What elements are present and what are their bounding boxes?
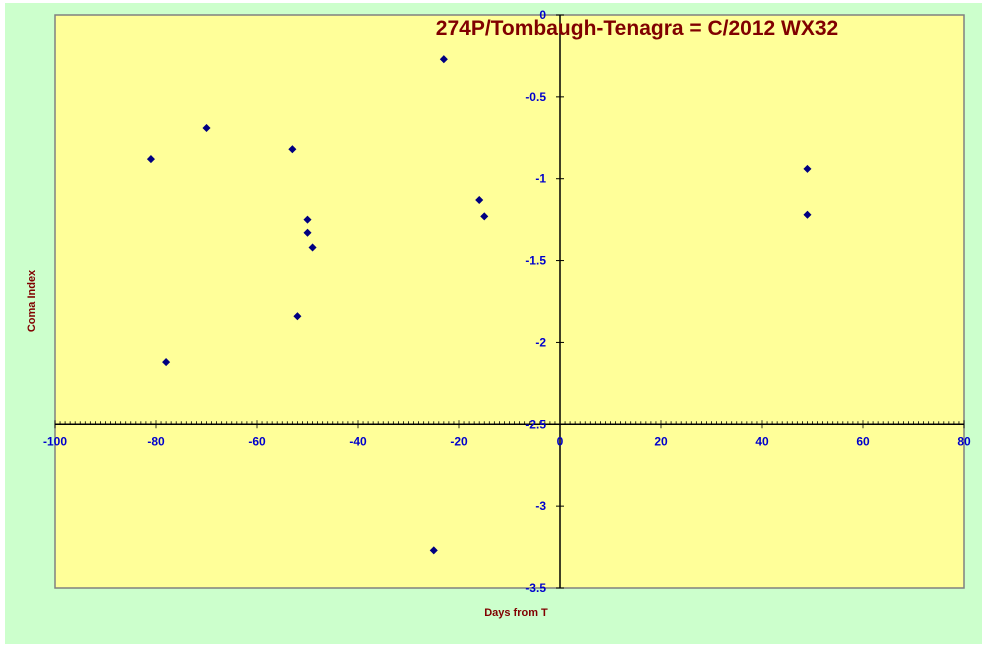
y-tick-label: -1.5 [525,254,546,268]
data-point [202,123,211,132]
y-tick-label: -3.5 [525,581,546,595]
data-points [146,55,812,555]
x-tick-label: -60 [248,434,266,448]
chart-title: 274P/Tombaugh-Tenagra = C/2012 WX32 [436,17,838,40]
chart-container: -100 -80 -60 -40 -20 0 20 40 60 80 0 -0.5 -1 -1.5 -2 -… [5,3,982,644]
data-point [146,155,155,164]
x-tick-label: -80 [147,434,165,448]
y-tick-label: -3 [535,499,546,513]
data-point [439,55,448,64]
data-point [308,243,317,252]
x-tick-label: 40 [755,434,769,448]
y-tick-label: -0.5 [525,90,546,104]
data-point [480,212,489,221]
data-point [288,145,297,154]
x-tick-label: -100 [43,434,67,448]
x-tick-label: -40 [349,434,367,448]
data-point [162,358,171,367]
data-point [293,312,302,321]
y-tick-label: -1 [535,172,546,186]
y-axis-title: Coma Index [26,269,38,332]
x-axis-title: Days from T [484,607,548,619]
x-tick-label: 60 [856,434,870,448]
y-tick-label: 0 [539,8,546,22]
y-tick-label: -2.5 [525,417,546,431]
data-point [803,164,812,173]
scatter-chart: -100 -80 -60 -40 -20 0 20 40 60 80 0 -0.5 -1 -1.5 -2 -… [5,3,982,644]
y-axis-tick-labels: 0 -0.5 -1 -1.5 -2 -2.5 -3 -3.5 [525,8,546,595]
x-tick-label: 20 [654,434,668,448]
x-tick-label: 80 [957,434,971,448]
y-tick-label: -2 [535,335,546,349]
x-axis-tick-labels: -100 -80 -60 -40 -20 0 20 40 60 80 [43,434,971,448]
data-point [303,228,312,237]
data-point [803,210,812,219]
data-point [303,215,312,224]
plot-area [54,14,965,589]
x-tick-label: 0 [557,434,564,448]
x-tick-label: -20 [450,434,468,448]
y-axis-major-ticks [556,14,564,589]
data-point [429,546,438,555]
data-point [475,195,484,205]
